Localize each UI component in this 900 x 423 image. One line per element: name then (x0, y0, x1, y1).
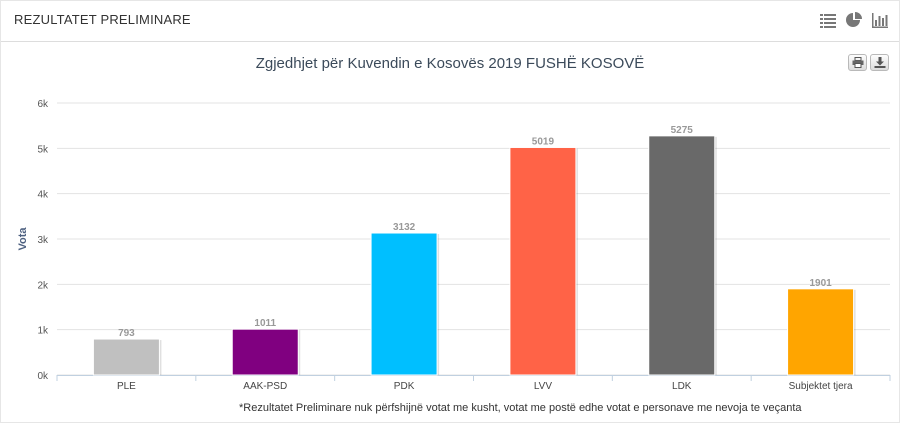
data-label: 1011 (254, 318, 276, 329)
pie-chart-icon[interactable] (845, 11, 863, 29)
x-tick-label: LDK (672, 381, 692, 392)
data-label: 1901 (809, 278, 832, 289)
y-axis-label: Vota (17, 227, 29, 251)
bar-chart: Zgjedhjet për Kuvendin e Kosovës 2019 FU… (17, 55, 891, 392)
list-icon[interactable] (819, 11, 837, 29)
x-tick-label: Subjektet tjera (789, 381, 853, 392)
download-icon (874, 57, 885, 68)
bar-ple (92, 338, 160, 376)
panel-header: REZULTATET PRELIMINARE (1, 1, 899, 42)
bar-aak-psd (231, 328, 299, 376)
data-label: 3132 (393, 222, 416, 233)
data-label: 5275 (671, 125, 694, 136)
bar-chart-icon[interactable] (871, 11, 889, 29)
x-tick-label: AAK-PSD (243, 381, 287, 392)
y-tick-label: 5k (37, 144, 49, 155)
view-switcher (819, 11, 889, 29)
data-label: 5019 (532, 136, 555, 147)
footnote: *Rezultatet Preliminare nuk përfshijnë v… (239, 402, 802, 414)
y-tick-label: 3k (37, 235, 49, 246)
y-tick-label: 6k (37, 99, 49, 110)
y-tick-label: 2k (37, 280, 49, 291)
download-button[interactable] (870, 54, 889, 71)
chart-title: Zgjedhjet për Kuvendin e Kosovës 2019 FU… (256, 55, 645, 72)
data-label: 793 (118, 328, 135, 339)
x-tick-label: LVV (534, 381, 552, 392)
bar-lvv (509, 146, 577, 376)
panel-title: REZULTATET PRELIMINARE (14, 12, 191, 27)
x-tick-label: PDK (394, 381, 415, 392)
bar-pdk (370, 232, 438, 376)
y-tick-label: 4k (37, 190, 49, 201)
y-tick-label: 0k (37, 371, 49, 382)
bar-ldk (648, 135, 716, 376)
x-tick-label: PLE (117, 381, 136, 392)
bar-subjektet-tjera (787, 288, 855, 376)
export-buttons (848, 54, 889, 71)
y-tick-label: 1k (37, 326, 49, 337)
print-icon (852, 57, 863, 68)
print-button[interactable] (848, 54, 867, 71)
